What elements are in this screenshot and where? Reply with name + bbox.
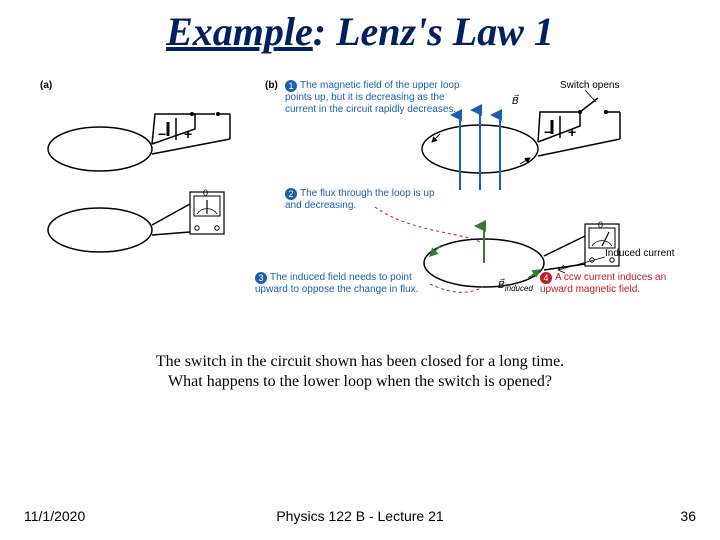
b-vector-label: B⃗	[512, 96, 519, 107]
annotation-4: 4A ccw current induces an upward magneti…	[540, 272, 685, 296]
annotation-1-num: 1	[285, 80, 297, 92]
label-b: (b)	[265, 80, 278, 91]
footer-page: 36	[680, 508, 696, 524]
annotation-2-num: 2	[285, 188, 297, 200]
battery-a-minus: −	[158, 126, 166, 142]
panel-a-upper-svg	[40, 84, 250, 194]
title-rest: Lenz's Law 1	[326, 9, 554, 54]
caption: The switch in the circuit shown has been…	[0, 352, 720, 392]
caption-line2: What happens to the lower loop when the …	[168, 373, 552, 390]
title-colon: :	[313, 9, 326, 54]
battery-b-plus: +	[568, 124, 576, 140]
meter-b-zero: 0	[598, 220, 603, 230]
meter-a-zero: 0	[203, 188, 208, 198]
annotation-4-text: A ccw current induces an upward magnetic…	[540, 272, 666, 295]
battery-b-minus: −	[544, 124, 552, 140]
caption-line1: The switch in the circuit shown has been…	[156, 353, 564, 370]
dashed-connector-3	[425, 276, 545, 306]
annotation-4-num: 4	[540, 272, 552, 284]
annotation-3-num: 3	[255, 272, 267, 284]
b-field-arrows-svg	[440, 100, 520, 200]
slide-title: Example: Lenz's Law 1	[0, 8, 720, 55]
panel-a-lower-svg	[40, 180, 250, 290]
slide: Example: Lenz's Law 1 (a) − +	[0, 0, 720, 540]
footer-center: Physics 122 B - Lecture 21	[0, 508, 720, 524]
annotation-3: 3The induced field needs to point upward…	[255, 272, 445, 296]
battery-a-plus: +	[184, 126, 192, 142]
title-prefix: Example	[166, 9, 313, 54]
annotation-3-text: The induced field needs to point upward …	[255, 272, 418, 295]
diagram-area: (a) − +	[40, 80, 680, 330]
